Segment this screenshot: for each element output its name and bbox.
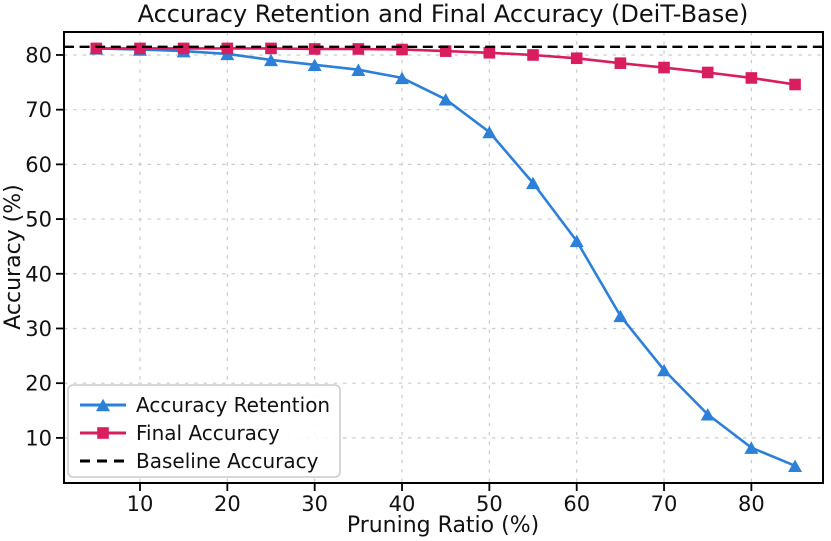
final-accuracy-marker bbox=[221, 42, 234, 55]
legend: Accuracy Retention Final Accuracy Baseline… bbox=[67, 384, 341, 478]
y-axis-label: Accuracy (%) bbox=[1, 184, 26, 330]
final-accuracy-marker bbox=[396, 43, 408, 56]
final-accuracy-marker bbox=[570, 52, 583, 65]
y-tick-label: 40 bbox=[25, 262, 52, 286]
plot-spines bbox=[63, 31, 824, 484]
final-accuracy-marker bbox=[614, 57, 627, 69]
y-tick-label: 50 bbox=[25, 208, 52, 232]
y-tick-label: 70 bbox=[25, 98, 52, 122]
final-accuracy-marker bbox=[134, 42, 146, 55]
y-tick-label: 30 bbox=[25, 317, 52, 341]
final-accuracy-marker bbox=[308, 43, 321, 55]
legend-sample-marker bbox=[96, 398, 110, 412]
legend-label: Final Accuracy bbox=[136, 421, 280, 445]
final-accuracy-marker bbox=[701, 66, 714, 79]
final-accuracy-marker bbox=[658, 61, 670, 74]
accuracy-retention-marker bbox=[438, 93, 453, 106]
x-tick-label: 50 bbox=[476, 492, 503, 516]
x-axis-label: Pruning Ratio (%) bbox=[347, 513, 539, 538]
y-tick-label: 10 bbox=[25, 426, 52, 450]
accuracy-retention-marker bbox=[569, 234, 584, 248]
legend-label: Baseline Accuracy bbox=[136, 449, 319, 473]
legend-item-accuracy-retention: Accuracy Retention bbox=[80, 393, 330, 417]
x-tick-label: 80 bbox=[738, 492, 765, 516]
legend-label: Accuracy Retention bbox=[136, 393, 330, 417]
final-accuracy-marker bbox=[745, 72, 758, 84]
chart-title: Accuracy Retention and Final Accuracy (D… bbox=[138, 0, 749, 28]
final-accuracy-marker bbox=[90, 42, 103, 55]
final-accuracy-marker bbox=[527, 49, 539, 61]
x-tick-label: 10 bbox=[127, 492, 154, 516]
final-accuracy-marker bbox=[352, 43, 365, 55]
final-accuracy-marker bbox=[265, 42, 277, 55]
x-tick-label: 40 bbox=[389, 492, 416, 516]
legend-item-final-accuracy: Final Accuracy bbox=[80, 421, 280, 445]
accuracy-retention-marker bbox=[526, 176, 541, 190]
final-accuracy-marker bbox=[177, 42, 190, 55]
axes-layer: 10 20 30 40 50 60 70 80 10 20 30 40 50 60 70 80 bbox=[25, 31, 824, 516]
accuracy-retention-marker bbox=[264, 53, 278, 67]
accuracy-retention-marker bbox=[613, 309, 628, 323]
grid-layer bbox=[64, 32, 823, 483]
accuracy-retention-marker bbox=[307, 58, 322, 72]
accuracy-retention-marker bbox=[744, 441, 759, 454]
x-tick-label: 20 bbox=[214, 492, 241, 516]
y-tick-label: 80 bbox=[25, 43, 52, 67]
x-tick-label: 70 bbox=[651, 492, 678, 516]
series-layer bbox=[64, 42, 823, 472]
accuracy-retention-marker bbox=[657, 363, 672, 377]
accuracy-retention-marker bbox=[700, 408, 715, 421]
accuracy-retention-marker bbox=[351, 63, 366, 76]
legend-item-baseline-accuracy: Baseline Accuracy bbox=[80, 449, 319, 473]
final-accuracy-marker bbox=[483, 46, 496, 59]
series-final-accuracy bbox=[90, 42, 801, 91]
legend-sample-marker bbox=[97, 427, 109, 439]
accuracy-retention-marker bbox=[482, 125, 497, 139]
x-tick-label: 30 bbox=[301, 492, 328, 516]
y-tick-label: 60 bbox=[25, 153, 52, 177]
accuracy-retention-marker bbox=[788, 459, 803, 472]
final-accuracy-marker bbox=[789, 78, 801, 91]
accuracy-retention-marker bbox=[395, 71, 410, 85]
x-tick-label: 60 bbox=[563, 492, 590, 516]
legend-box bbox=[67, 384, 341, 478]
y-tick-label: 20 bbox=[25, 372, 52, 396]
final-accuracy-marker bbox=[439, 45, 452, 57]
